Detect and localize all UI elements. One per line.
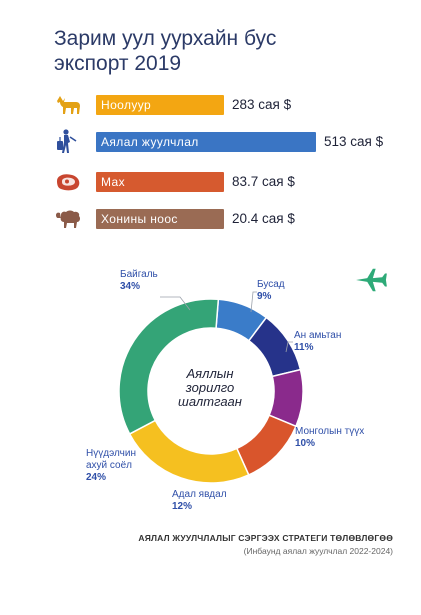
footer-source-title: АЯЛАЛ ЖУУЛЧЛАЛЫГ СЭРГЭЭХ СТРАТЕГИ ТӨЛӨВЛ… — [138, 533, 393, 543]
slice-name-other: Бусад — [257, 279, 285, 290]
goat-icon — [57, 96, 80, 114]
slice-pct-nomadic: 24% — [86, 472, 107, 483]
bar-wool: Хонины ноос — [96, 209, 224, 229]
donut-slice-nature — [118, 298, 220, 435]
donut-slice-nomadic — [128, 419, 250, 484]
meat-icon — [57, 174, 80, 191]
slice-label-wildlife: Ан амьтан 11% — [294, 330, 341, 354]
bar-tourism: Аялал жуулчлал — [96, 132, 316, 152]
bar-meat: Мах — [96, 172, 224, 192]
center-line-3: шалтгаан — [178, 394, 242, 409]
bar-value-meat: 83.7 сая $ — [232, 174, 295, 189]
sheep-icon — [56, 210, 81, 228]
bar-label-cashmere: Ноолуур — [101, 98, 152, 112]
slice-label-nomadic: Нүүдэлчин ахуй соёл 24% — [86, 448, 136, 484]
slice-pct-nature: 34% — [120, 281, 141, 292]
bar-value-wool: 20.4 сая $ — [232, 211, 295, 226]
slice-name-nomadic-2: ахуй соёл — [86, 460, 132, 471]
slice-label-other: Бусад 9% — [257, 279, 285, 303]
slice-name-history: Монголын түүх — [295, 426, 365, 437]
leader-line-nature — [160, 296, 191, 311]
bar-cashmere: Ноолуур — [96, 95, 224, 115]
bar-value-cashmere: 283 сая $ — [232, 97, 292, 112]
donut-center-label: Аяллын зорилго шалтгаан — [160, 367, 260, 409]
slice-pct-history: 10% — [295, 438, 316, 449]
center-line-1: Аяллын — [186, 366, 234, 381]
slice-name-nature: Байгаль — [120, 269, 158, 280]
slice-pct-other: 9% — [257, 291, 272, 302]
slice-name-adventure: Адал явдал — [172, 489, 227, 500]
page-title: Зарим уул уурхайн бус экспорт 2019 — [54, 27, 277, 75]
donut-slice-adventure — [235, 414, 297, 476]
leader-line-other — [250, 291, 257, 313]
traveler-icon — [57, 129, 77, 153]
slice-label-history: Монголын түүх 10% — [295, 426, 364, 450]
slice-label-nature: Байгаль 34% — [120, 269, 158, 293]
airplane-icon — [356, 268, 387, 292]
footer-source-subtitle: (Инбаунд аялал жуулчлал 2022-2024) — [243, 546, 393, 556]
slice-label-adventure: Адал явдал 12% — [172, 489, 227, 513]
bar-label-meat: Мах — [101, 175, 126, 189]
slice-name-nomadic-1: Нүүдэлчин — [86, 448, 136, 459]
slice-name-wildlife: Ан амьтан — [294, 330, 342, 341]
bar-label-tourism: Аялал жуулчлал — [101, 135, 199, 149]
slice-pct-adventure: 12% — [172, 501, 193, 512]
bar-value-tourism: 513 сая $ — [324, 134, 384, 149]
leader-line-wildlife — [285, 341, 293, 353]
slice-pct-wildlife: 11% — [294, 342, 314, 353]
center-line-2: зорилго — [185, 380, 235, 395]
bar-label-wool: Хонины ноос — [101, 212, 178, 226]
